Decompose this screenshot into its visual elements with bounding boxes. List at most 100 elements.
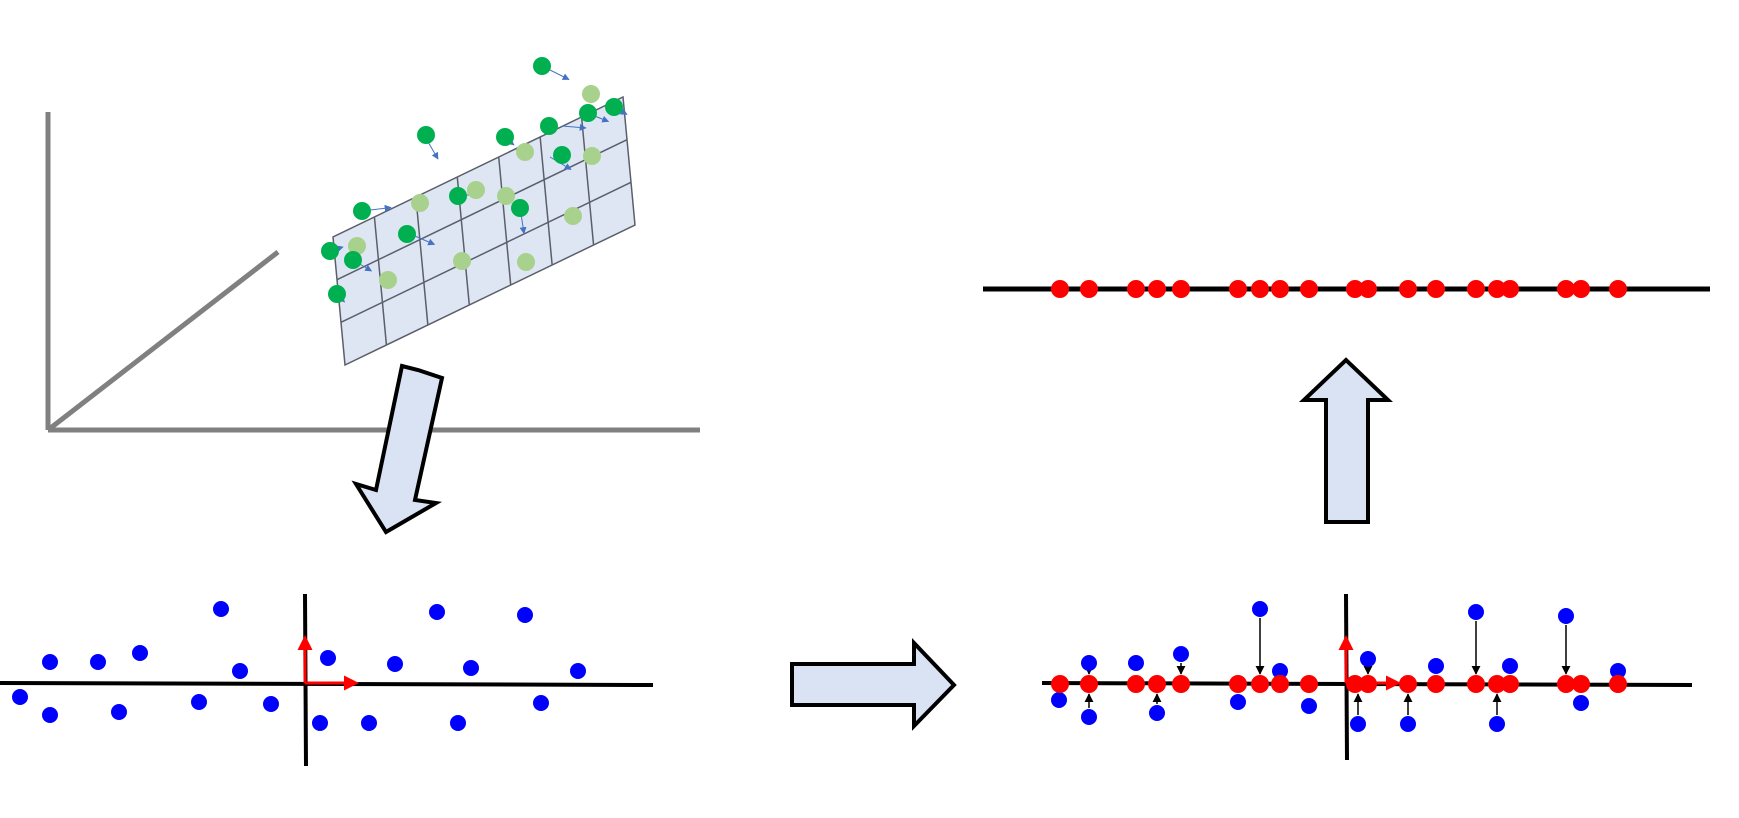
dark-green-point <box>553 146 571 164</box>
plane-grid-line <box>580 116 595 246</box>
red-point <box>1346 280 1364 298</box>
blue-point <box>312 715 328 731</box>
red-point <box>1251 675 1269 693</box>
red-point <box>1488 280 1506 298</box>
blue-point <box>387 656 403 672</box>
line-1d-points <box>1051 280 1627 298</box>
red-point <box>1271 280 1289 298</box>
blue-point <box>533 695 549 711</box>
red-point <box>1609 280 1627 298</box>
light-green-point <box>517 253 535 271</box>
red-point <box>1300 675 1318 693</box>
blue-point <box>213 601 229 617</box>
red-point <box>1172 280 1190 298</box>
dark-green-point <box>511 199 529 217</box>
red-point <box>1501 280 1519 298</box>
red-point <box>1427 280 1445 298</box>
red-point <box>1271 675 1289 693</box>
red-point <box>1229 675 1247 693</box>
plane-grid-line <box>415 196 429 326</box>
red-point <box>1051 280 1069 298</box>
red-point <box>1148 280 1166 298</box>
projected-points <box>1051 601 1627 732</box>
blue-point <box>1149 705 1165 721</box>
blue-point <box>1081 655 1097 671</box>
blue-point <box>42 707 58 723</box>
light-green-point <box>467 181 485 199</box>
red-point <box>1229 280 1247 298</box>
red-point <box>1572 675 1590 693</box>
red-point <box>1359 675 1377 693</box>
red-point <box>1080 280 1098 298</box>
light-green-point <box>411 194 429 212</box>
red-point <box>1051 675 1069 693</box>
red-point <box>1148 675 1166 693</box>
dark-green-point <box>579 104 597 122</box>
light-green-point <box>583 147 601 165</box>
plane-points <box>321 57 623 303</box>
dark-green-point <box>533 57 551 75</box>
blue-point <box>42 654 58 670</box>
blue-point <box>1573 695 1589 711</box>
blue-point <box>1051 692 1067 708</box>
dark-green-point <box>540 117 558 135</box>
scatter-points <box>12 601 586 731</box>
red-point <box>1359 280 1377 298</box>
axis-depth <box>46 250 280 432</box>
blue-point <box>111 704 127 720</box>
blue-point <box>263 696 279 712</box>
big-arrow-right <box>790 638 957 731</box>
red-point <box>1127 280 1145 298</box>
dark-green-point <box>328 285 346 303</box>
blue-point <box>1428 658 1444 674</box>
plane-grid-line <box>336 138 628 281</box>
blue-point <box>132 645 148 661</box>
axes-3d <box>45 112 700 433</box>
light-green-point <box>497 187 515 205</box>
panel-projected-2d <box>1041 593 1693 761</box>
plane-grid-line <box>340 181 632 324</box>
dark-green-point <box>353 202 371 220</box>
blue-point <box>1360 651 1376 667</box>
red-point <box>1501 675 1519 693</box>
blue-point <box>232 663 248 679</box>
red-point <box>1080 675 1098 693</box>
blue-point <box>1350 716 1366 732</box>
light-green-point <box>564 207 582 225</box>
red-point <box>1172 675 1190 693</box>
dark-green-point <box>321 242 339 260</box>
blue-point <box>12 689 28 705</box>
blue-point <box>1468 604 1484 620</box>
blue-point <box>361 715 377 731</box>
panel-3d <box>45 57 700 433</box>
dark-green-point <box>605 98 623 116</box>
blue-point <box>463 660 479 676</box>
dark-green-point <box>398 225 416 243</box>
light-green-point <box>348 237 366 255</box>
blue-point <box>1252 601 1268 617</box>
blue-point <box>450 715 466 731</box>
red-point <box>1467 675 1485 693</box>
red-point <box>1488 675 1506 693</box>
blue-point <box>90 654 106 670</box>
plane-surface <box>332 95 636 367</box>
big-arrow-up <box>1299 357 1393 524</box>
red-point <box>1399 675 1417 693</box>
red-point <box>1427 675 1445 693</box>
blue-point <box>191 694 207 710</box>
dark-green-point <box>496 128 514 146</box>
light-green-point <box>379 271 397 289</box>
red-point <box>1557 675 1575 693</box>
light-green-point <box>582 85 600 103</box>
blue-point <box>1502 658 1518 674</box>
plane-grid-line <box>539 136 553 266</box>
red-point <box>1346 675 1364 693</box>
red-point <box>1127 675 1145 693</box>
plane-grid-line <box>497 156 512 286</box>
red-point <box>1557 280 1575 298</box>
blue-point <box>1081 709 1097 725</box>
blue-point <box>1272 663 1288 679</box>
blue-point <box>429 604 445 620</box>
